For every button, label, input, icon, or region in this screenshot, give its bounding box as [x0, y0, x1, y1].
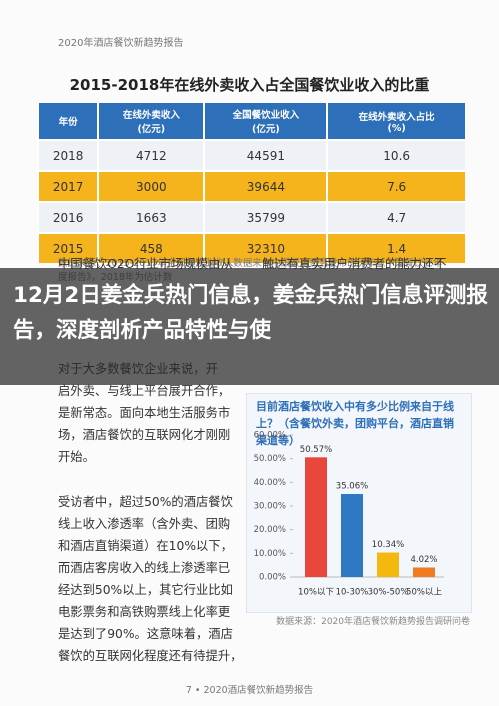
- table-cell: 4.7: [326, 201, 465, 233]
- table-cell: 458: [97, 232, 205, 263]
- value-label: 10.34%: [372, 540, 404, 550]
- y-tick-label: 20.00%: [254, 525, 286, 535]
- bar: [413, 567, 435, 577]
- y-tick-label: 40.00%: [254, 478, 286, 488]
- table-cell: 1.4: [326, 232, 465, 263]
- text-line: 和酒店直销渠道）在10%以下，: [58, 539, 233, 553]
- bar: [341, 494, 363, 577]
- y-tick-label: 0.00%: [259, 573, 286, 583]
- value-label: 4.02%: [410, 555, 437, 565]
- overlay-band: [0, 268, 499, 385]
- y-tick-label: 50.00%: [254, 454, 286, 464]
- table-cell: 2016: [36, 201, 99, 233]
- table-cell: 32310: [203, 232, 328, 263]
- table-cell: 2017: [36, 170, 99, 202]
- x-tick-label: 10%以下: [298, 588, 334, 598]
- table-cell: 3000: [97, 170, 205, 202]
- footer: 7 • 2020酒店餐饮新趋势报告: [185, 685, 314, 696]
- chart-source: 数据来源：2020年酒店餐饮新趋势报告调研问卷: [276, 617, 470, 627]
- table-cell: 4712: [97, 139, 205, 171]
- text-line: 受访者中，超过50%的酒店餐饮: [58, 495, 233, 509]
- text-line: 线上收入渗透率（含外卖、团购: [58, 517, 231, 531]
- column-header: 全国餐饮业收入 (亿元): [203, 103, 328, 140]
- table-cell: 2015: [36, 232, 99, 263]
- table-cell: 35799: [203, 201, 328, 233]
- text-line: 启外卖、与线上平台展开合作，: [58, 384, 231, 398]
- column-header: 年份: [36, 103, 99, 140]
- text-line: 场，酒店餐饮的互联网化才刚刚: [58, 428, 231, 442]
- table-header: 年份 在线外卖收入 (亿元) 全国餐饮业收入 (亿元) 在线外卖收入占比 (%): [36, 103, 465, 140]
- bar: [305, 457, 327, 577]
- chart-title: 目前酒店餐饮收入中有多少比例来自于线上？（含餐饮外卖，团购平台，酒店直销渠道等）: [256, 400, 454, 447]
- text-line: 触达有真实用户消费者的能力还不: [262, 257, 447, 271]
- column-header: 在线外卖收入 (亿元): [97, 103, 205, 140]
- text-line: 中国餐饮O2O行业市场规模由从: [58, 257, 233, 271]
- table-cell: 7.6: [326, 170, 465, 202]
- text-line: 是新常态。面向本地生活服务市: [58, 406, 231, 420]
- overlay-title: 12月2日姜金兵热门信息，姜金兵热门信息评测报告，深度剖析产品特性与使: [13, 283, 488, 343]
- x-tick-label: 30%-50%: [368, 588, 409, 598]
- table-cell: 10.6: [326, 139, 465, 171]
- table-cell: 44591: [203, 139, 328, 171]
- text-line: 电影票务和高铁购票线上化率更: [58, 605, 231, 619]
- column-header: 在线外卖收入占比 (%): [326, 103, 465, 140]
- y-tick-label: 30.00%: [254, 502, 286, 512]
- text-line: 而酒店客房收入的线上渗透率已: [58, 561, 231, 575]
- table-row: 2015 458 32310 1.4: [36, 232, 465, 263]
- value-label: 50.57%: [300, 445, 332, 455]
- text-line: 经达到50%以上，其它行业比如: [58, 583, 233, 597]
- bar: [377, 552, 399, 577]
- y-tick-label: 10.00%: [254, 549, 286, 559]
- table-body: 2018 4712 44591 10.6 2017 3000 39644 7.6 2016 166…: [36, 139, 465, 263]
- y-tick-label: 60.00%: [254, 431, 286, 441]
- table-row: 2016 1663 35799 4.7: [36, 201, 465, 233]
- table-cell: 2018: [36, 139, 99, 171]
- table-row: 2018 4712 44591 10.6: [36, 139, 465, 171]
- text-line: 开始。: [58, 450, 95, 464]
- x-tick-label: 10-30%: [336, 588, 369, 598]
- table-cell: 1663: [97, 201, 205, 233]
- table-cell: 39644: [203, 170, 328, 202]
- x-tick-label: 50%以上: [406, 588, 442, 598]
- value-label: 35.06%: [336, 482, 368, 492]
- table: 年份 在线外卖收入 (亿元) 全国餐饮业收入 (亿元) 在线外卖收入占比 (%) 201…: [36, 103, 465, 263]
- text-line: 餐饮的互联网化程度还有待提升，: [58, 649, 243, 663]
- text-line: 是达到了90%。这意味着，酒店: [58, 627, 233, 641]
- table-title: 2015-2018年在线外卖收入占全国餐饮业收入的比重: [69, 76, 430, 94]
- header-title: 2020年酒店餐饮新趋势报告: [58, 38, 184, 49]
- table-row: 2017 3000 39644 7.6: [36, 170, 465, 202]
